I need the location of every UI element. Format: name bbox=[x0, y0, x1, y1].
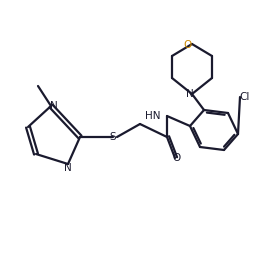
Text: HN: HN bbox=[145, 110, 161, 121]
Text: S: S bbox=[110, 132, 116, 141]
Text: N: N bbox=[50, 101, 58, 110]
Text: N: N bbox=[64, 162, 72, 172]
Text: O: O bbox=[173, 152, 181, 162]
Text: Cl: Cl bbox=[240, 92, 250, 102]
Text: O: O bbox=[184, 40, 192, 50]
Text: N: N bbox=[186, 89, 194, 99]
